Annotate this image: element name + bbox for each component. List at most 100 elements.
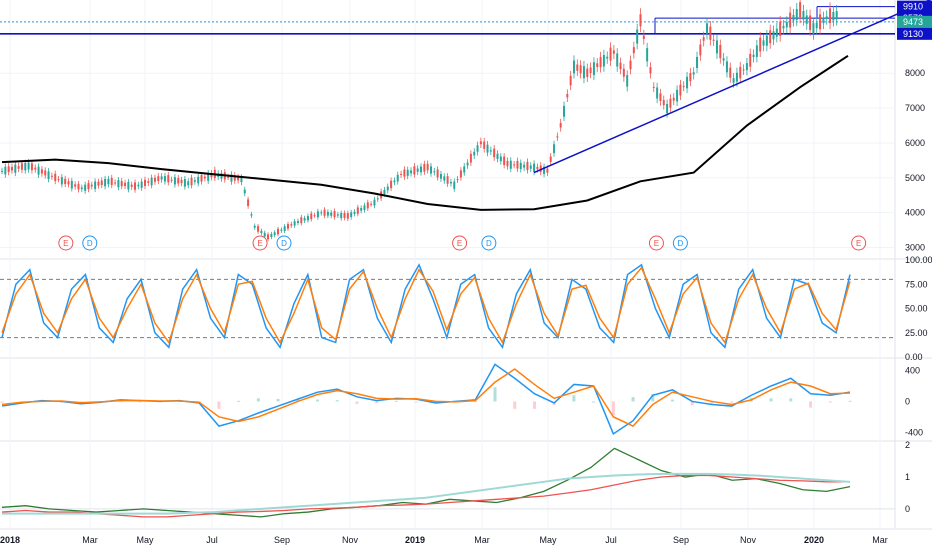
event-marker: [481, 235, 497, 251]
candle-body: [725, 61, 728, 73]
candle-body: [44, 170, 47, 176]
candle-body: [779, 21, 782, 36]
candle-body: [466, 162, 469, 166]
event-marker: [58, 235, 74, 251]
candle-body: [47, 171, 50, 180]
event-marker-label: E: [63, 239, 68, 248]
candle-body: [356, 207, 359, 214]
candle-body: [592, 62, 595, 76]
candle-body: [420, 166, 423, 173]
candle-body: [253, 225, 256, 228]
macd-histogram-bar: [690, 401, 694, 406]
macd-histogram-bar: [394, 400, 398, 402]
y-tick-label: 25.00: [905, 328, 928, 338]
candle-body: [330, 212, 333, 216]
candle-body: [523, 164, 526, 168]
candle-body: [147, 181, 150, 183]
candle-body: [513, 164, 516, 166]
candle-body: [74, 184, 77, 187]
candle-body: [679, 84, 682, 96]
relative-line: [2, 472, 851, 515]
candle-body: [745, 63, 748, 71]
candle-body: [722, 58, 725, 61]
macd-histogram-bar: [355, 401, 359, 404]
x-tick-label: Nov: [342, 535, 359, 545]
candle-body: [286, 224, 289, 229]
candle-body: [496, 153, 499, 159]
candle-body: [173, 177, 176, 185]
candle-body: [406, 169, 409, 176]
candle-body: [649, 67, 652, 74]
y-tick-label: 400: [905, 366, 920, 376]
macd-histogram-bar: [572, 395, 576, 402]
candle-body: [739, 66, 742, 79]
candle-body: [277, 228, 280, 235]
y-tick-label: 3000: [905, 243, 925, 253]
candle-body: [403, 169, 406, 177]
candle-body: [682, 86, 685, 88]
candle-body: [290, 224, 293, 226]
stoch-line: [1, 266, 851, 345]
candle-body: [656, 87, 659, 99]
event-marker-label: D: [87, 239, 93, 248]
candle-body: [80, 187, 83, 190]
candle-body: [629, 60, 632, 70]
candle-body: [619, 62, 622, 70]
candle-body: [207, 173, 210, 181]
candle-body: [519, 162, 522, 170]
candle-body: [606, 56, 609, 59]
candle-body: [636, 29, 639, 44]
candle-body: [193, 180, 196, 182]
candle-body: [706, 23, 708, 34]
candle-body: [60, 177, 63, 185]
candle-body: [556, 136, 559, 138]
candle-body: [4, 166, 7, 175]
candle-body: [782, 25, 785, 29]
candle-body: [413, 166, 416, 175]
candle-body: [439, 173, 442, 179]
macd-histogram-bar: [828, 401, 832, 403]
candle-body: [785, 22, 788, 28]
candle-body: [117, 180, 120, 188]
candle-body: [370, 203, 373, 205]
candle-body: [546, 168, 549, 173]
candle-body: [100, 180, 103, 186]
candle-body: [802, 10, 805, 20]
candle-body: [616, 53, 619, 67]
macd-line: [1, 363, 851, 435]
candle-body: [735, 72, 738, 82]
candle-body: [792, 14, 795, 21]
candle-body: [110, 178, 113, 186]
candle-body: [702, 37, 705, 41]
macd-histogram-bar: [296, 399, 300, 402]
candle-body: [762, 40, 765, 46]
candle-body: [336, 214, 339, 216]
candle-body: [809, 15, 812, 30]
candle-body: [333, 211, 336, 218]
x-tick-label: Mar: [872, 535, 888, 545]
candle-body: [559, 123, 562, 128]
candle-body: [586, 68, 589, 77]
price-tag-label: 9910: [903, 2, 923, 12]
candle-body: [153, 177, 156, 182]
candle-body: [14, 164, 17, 173]
candle-body: [310, 213, 313, 220]
x-tick-label: May: [136, 535, 154, 545]
event-marker-label: E: [257, 239, 262, 248]
candle-body: [190, 177, 193, 186]
macd-histogram-bar: [730, 401, 734, 403]
event-marker: [276, 235, 292, 251]
candle-body: [446, 176, 449, 184]
candle-body: [130, 184, 133, 187]
candle-body: [240, 177, 243, 183]
candle-body: [400, 173, 403, 175]
candle-body: [476, 145, 479, 152]
price-tag: [897, 0, 932, 13]
x-tick-label: Nov: [740, 535, 757, 545]
candle-body: [732, 78, 735, 83]
candle-body: [203, 176, 206, 179]
macd-line: [1, 368, 851, 428]
candle-body: [210, 173, 213, 178]
candle-body: [20, 163, 23, 170]
